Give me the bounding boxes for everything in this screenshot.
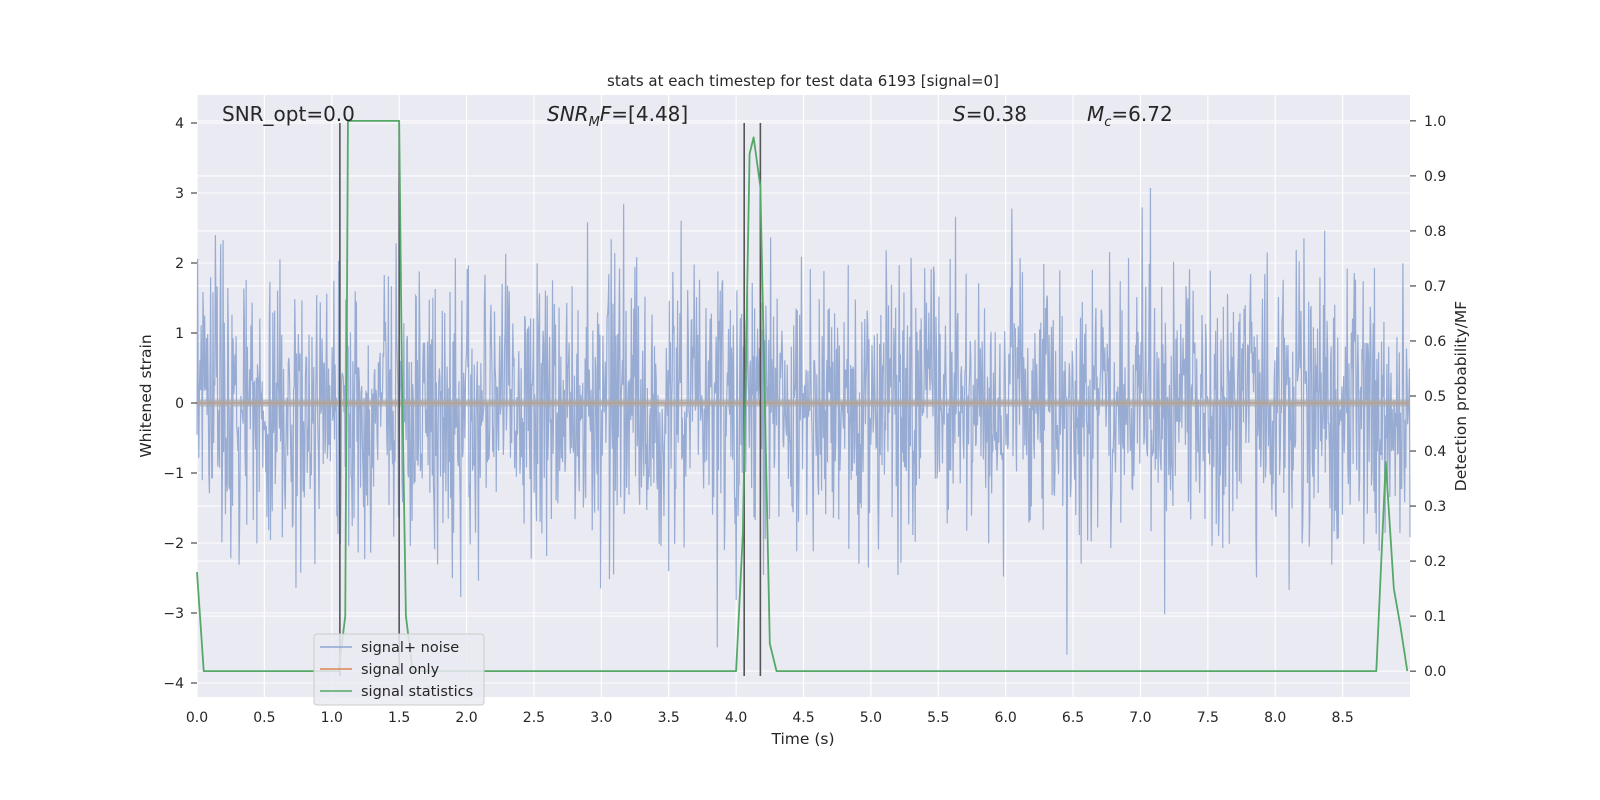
x-tick-label: 3.5 bbox=[658, 710, 680, 726]
y-left-tick-label: 1 bbox=[175, 326, 184, 342]
y-left-tick-label: −2 bbox=[163, 536, 184, 552]
x-tick-label: 6.0 bbox=[995, 710, 1017, 726]
x-tick-label: 1.5 bbox=[388, 710, 410, 726]
y-right-tick-label: 0.5 bbox=[1424, 389, 1446, 405]
x-tick-label: 3.0 bbox=[590, 710, 612, 726]
x-tick-label: 8.0 bbox=[1264, 710, 1286, 726]
y-right-tick-label: 0.6 bbox=[1424, 334, 1446, 350]
x-axis-label: Time (s) bbox=[770, 730, 834, 748]
x-tick-label: 0.0 bbox=[186, 710, 208, 726]
annotations: SNR_opt=0.0 SNRMF=[4.48] S=0.38 Mc=6.72 bbox=[222, 102, 1173, 130]
legend: signal+ noise signal only signal statist… bbox=[313, 633, 485, 706]
x-tick-label: 5.0 bbox=[860, 710, 882, 726]
x-tick-label: 1.0 bbox=[321, 710, 343, 726]
y-left-tick-label: −3 bbox=[163, 606, 184, 622]
y-right-tick-label: 0.1 bbox=[1424, 609, 1446, 625]
y-left-tick-label: 3 bbox=[175, 186, 184, 202]
y-left-tick-label: −1 bbox=[163, 466, 184, 482]
y-axis-right-ticks: 1.0 0.9 0.8 0.7 0.6 0.5 0.4 0.3 0.2 0.1 0.0 bbox=[1410, 114, 1446, 680]
x-tick-label: 4.5 bbox=[792, 710, 814, 726]
y-right-tick-label: 0.2 bbox=[1424, 554, 1446, 570]
snr-opt-annotation: SNR_opt=0.0 bbox=[222, 102, 355, 126]
x-tick-label: 6.5 bbox=[1062, 710, 1084, 726]
legend-label-signal-only: signal only bbox=[361, 662, 440, 678]
x-tick-label: 7.0 bbox=[1129, 710, 1151, 726]
x-tick-label: 5.5 bbox=[927, 710, 949, 726]
legend-box bbox=[313, 633, 485, 706]
y-right-tick-label: 0.0 bbox=[1424, 664, 1446, 680]
y-axis-left-ticks: 4 3 2 1 0 −1 −2 −3 −4 bbox=[163, 116, 197, 692]
y-left-tick-label: 2 bbox=[175, 256, 184, 272]
y-right-tick-label: 0.4 bbox=[1424, 444, 1446, 460]
y-left-tick-label: −4 bbox=[163, 676, 184, 692]
y-right-tick-label: 0.3 bbox=[1424, 499, 1446, 515]
x-tick-label: 0.5 bbox=[253, 710, 275, 726]
legend-label-signal-statistics: signal statistics bbox=[361, 684, 473, 700]
vertical-markers bbox=[339, 123, 762, 676]
snr-mf-annotation: SNRMF=[4.48] bbox=[547, 102, 688, 130]
y-axis-right-label: Detection probability/MF bbox=[1452, 301, 1470, 492]
x-tick-label: 8.5 bbox=[1331, 710, 1353, 726]
y-right-tick-label: 0.7 bbox=[1424, 279, 1446, 295]
y-axis-left-label: Whitened strain bbox=[137, 334, 155, 457]
y-left-tick-label: 4 bbox=[175, 116, 184, 132]
y-right-tick-label: 1.0 bbox=[1424, 114, 1446, 130]
y-left-tick-label: 0 bbox=[175, 396, 184, 412]
x-tick-label: 4.0 bbox=[725, 710, 747, 726]
mc-annotation: Mc=6.72 bbox=[1087, 102, 1173, 130]
x-tick-label: 7.5 bbox=[1197, 710, 1219, 726]
x-tick-label: 2.5 bbox=[523, 710, 545, 726]
x-tick-label: 2.0 bbox=[455, 710, 477, 726]
chart-title: stats at each timestep for test data 619… bbox=[607, 72, 999, 90]
x-axis-ticks: 0.0 0.5 1.0 1.5 2.0 2.5 3.0 3.5 4.0 4.5 5.0 5.5 6.0 6… bbox=[186, 710, 1354, 726]
y-right-tick-label: 0.9 bbox=[1424, 169, 1446, 185]
y-right-tick-label: 0.8 bbox=[1424, 224, 1446, 240]
legend-label-signal-noise: signal+ noise bbox=[361, 640, 459, 656]
s-annotation: S=0.38 bbox=[953, 102, 1027, 126]
